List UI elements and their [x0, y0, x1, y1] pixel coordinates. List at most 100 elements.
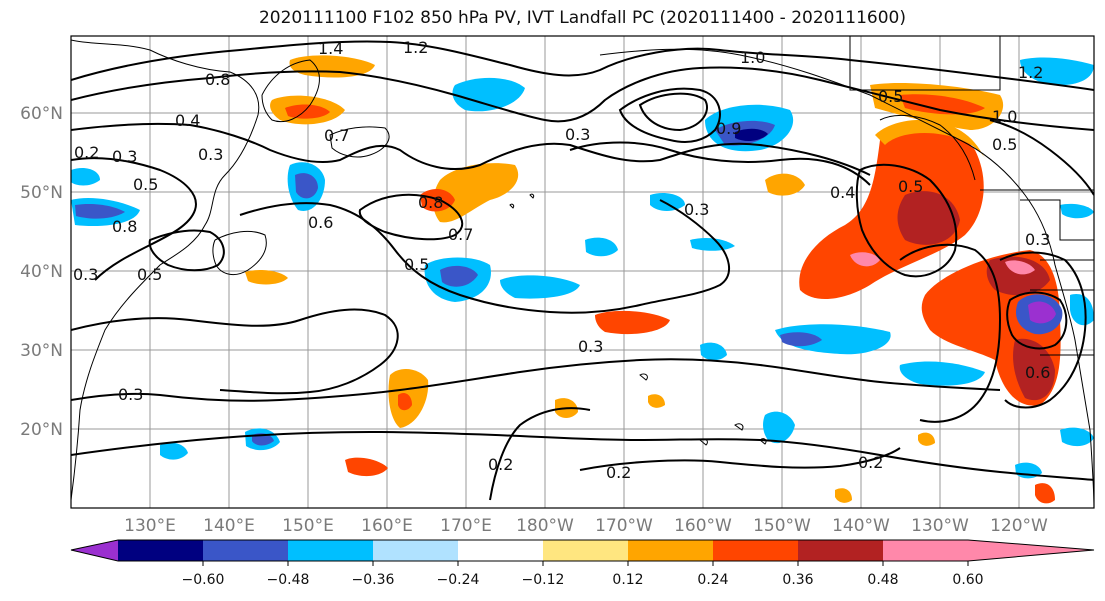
contour-label: 1.2 [403, 38, 428, 57]
warm-anomaly-gulf-alaska-core [897, 191, 960, 245]
warm-anomaly-coast-south [1013, 338, 1055, 401]
lat-label-40n: 40°N [20, 262, 63, 282]
warm-anomaly-mid [595, 310, 670, 335]
contour-label: 0.2 [74, 143, 99, 162]
lat-label-50n: 50°N [20, 183, 63, 203]
contour-label: 0.6 [1025, 363, 1050, 382]
cold-anomaly-east-central-core [780, 332, 822, 347]
colorbar-tick-label: 0.48 [867, 572, 898, 588]
ivt-shading [71, 55, 1094, 504]
cold-anomaly-tropic-6 [690, 238, 735, 251]
colorbar-swatch [118, 540, 203, 561]
cold-anomaly-okhotsk-core [295, 173, 318, 199]
cold-anomaly-bering [452, 77, 525, 112]
contour-label: 0.9 [716, 119, 741, 138]
colorbar-tick-label: 0.24 [697, 572, 728, 588]
warm-anomaly-tropic-7 [835, 488, 852, 503]
cold-anomaly-tropic-2 [160, 442, 188, 460]
cold-anomaly-sw [763, 411, 795, 444]
contour-label: 0.8 [205, 70, 230, 89]
warm-anomaly-gulf-alaska [799, 124, 984, 300]
contour-label: 0.3 [198, 145, 223, 164]
contour-west-1 [71, 157, 197, 281]
aleutian-islands [509, 193, 535, 209]
warm-anomaly-tropic-8 [765, 173, 805, 196]
warm-anomaly-upper-ne-core [900, 94, 985, 115]
warm-anomaly-gulf-alaska-edge [875, 119, 986, 160]
contour-label: 0.5 [992, 135, 1017, 154]
contour-mid-3 [569, 141, 871, 186]
warm-anomaly-tropic-1-core [398, 393, 412, 411]
lon-label-150e: 150°E [282, 516, 334, 536]
cold-anomaly-east-tropics [650, 193, 685, 211]
cold-anomaly-central-core [440, 265, 478, 287]
colorbar-swatch [543, 540, 628, 561]
contour-closed-alaska-1 [618, 87, 721, 143]
latitude-labels: 60°N 50°N 40°N 30°N 20°N [20, 104, 63, 440]
contour-ne-1 [855, 163, 958, 278]
contour-south-2 [71, 358, 1001, 402]
contour-label: 0.8 [418, 193, 443, 212]
contour-label: 0.3 [73, 265, 98, 284]
contour-label: 1.0 [992, 107, 1017, 126]
lon-label-120w: 120°W [990, 516, 1048, 536]
contour-label: 0.7 [448, 225, 473, 244]
alaska-panhandle [879, 115, 976, 181]
map-title: 2020111100 F102 850 hPa PV, IVT Landfall… [258, 8, 906, 28]
colorbar-swatch [458, 540, 543, 561]
contour-label: 0.3 [578, 337, 603, 356]
contour-label: 0.5 [133, 175, 158, 194]
lon-label-130w: 130°W [911, 516, 969, 536]
cold-anomaly-far-west-north [71, 168, 100, 186]
contour-south-4 [489, 407, 591, 501]
colorbar-swatch [798, 540, 883, 561]
contour-north-1 [71, 40, 1094, 91]
warm-anomaly-west-coast-core [986, 256, 1050, 296]
warm-anomaly-central [433, 163, 519, 223]
lat-label-60n: 60°N [20, 104, 63, 124]
colorbar-swatch [288, 540, 373, 561]
lon-label-150w: 150°W [753, 516, 811, 536]
contour-label: 0.5 [137, 265, 162, 284]
cold-anomaly-tropic-5 [585, 237, 618, 257]
cold-anomaly-tropic-7 [700, 342, 727, 361]
colorbar-swatch [373, 540, 458, 561]
contour-label: 1.2 [1018, 63, 1043, 82]
contour-closed-alaska-2 [638, 92, 708, 132]
contour-label: 0.3 [684, 200, 709, 219]
contour-mid-1 [71, 122, 871, 176]
contour-label: 0.7 [324, 126, 349, 145]
contour-south-1 [71, 308, 399, 395]
contour-label: 0.3 [1025, 230, 1050, 249]
warm-anomaly-pink-1 [850, 252, 880, 267]
cold-anomaly-far-west-core [75, 203, 125, 219]
contour-label: 0.5 [878, 87, 903, 106]
coastlines [71, 36, 1094, 508]
cold-anomaly-east-edge [1070, 294, 1094, 326]
contour-label: 0.4 [175, 111, 200, 130]
north-america-coast [599, 48, 1094, 508]
lat-label-20n: 20°N [20, 420, 63, 440]
contour-ne-3 [899, 243, 1002, 423]
contour-label: 0.3 [565, 125, 590, 144]
colorbar-tick-label: −0.12 [522, 572, 565, 588]
state-borders-1 [1020, 199, 1094, 241]
lat-label-30n: 30°N [20, 341, 63, 361]
lon-label-160w: 160°W [674, 516, 732, 536]
contour-label: 0.5 [404, 255, 429, 274]
island-small-1 [639, 373, 648, 381]
alaska-border [849, 36, 1001, 91]
contour-label: 1.4 [318, 39, 343, 58]
contour-label: 0.4 [830, 183, 855, 202]
lon-label-140e: 140°E [203, 516, 255, 536]
lon-label-170e: 170°E [440, 516, 492, 536]
colorbar-tick-label: 0.36 [782, 572, 813, 588]
contour-label: 0.6 [308, 213, 333, 232]
asia-coast [71, 39, 260, 501]
warm-anomaly-west-coast-pink [1005, 260, 1035, 275]
warm-anomaly-tropic-5 [918, 432, 935, 446]
warm-anomaly-japan-north-core [285, 104, 330, 119]
colorbar-swatch [713, 540, 798, 561]
warm-anomaly-tropic-6 [1035, 483, 1055, 504]
